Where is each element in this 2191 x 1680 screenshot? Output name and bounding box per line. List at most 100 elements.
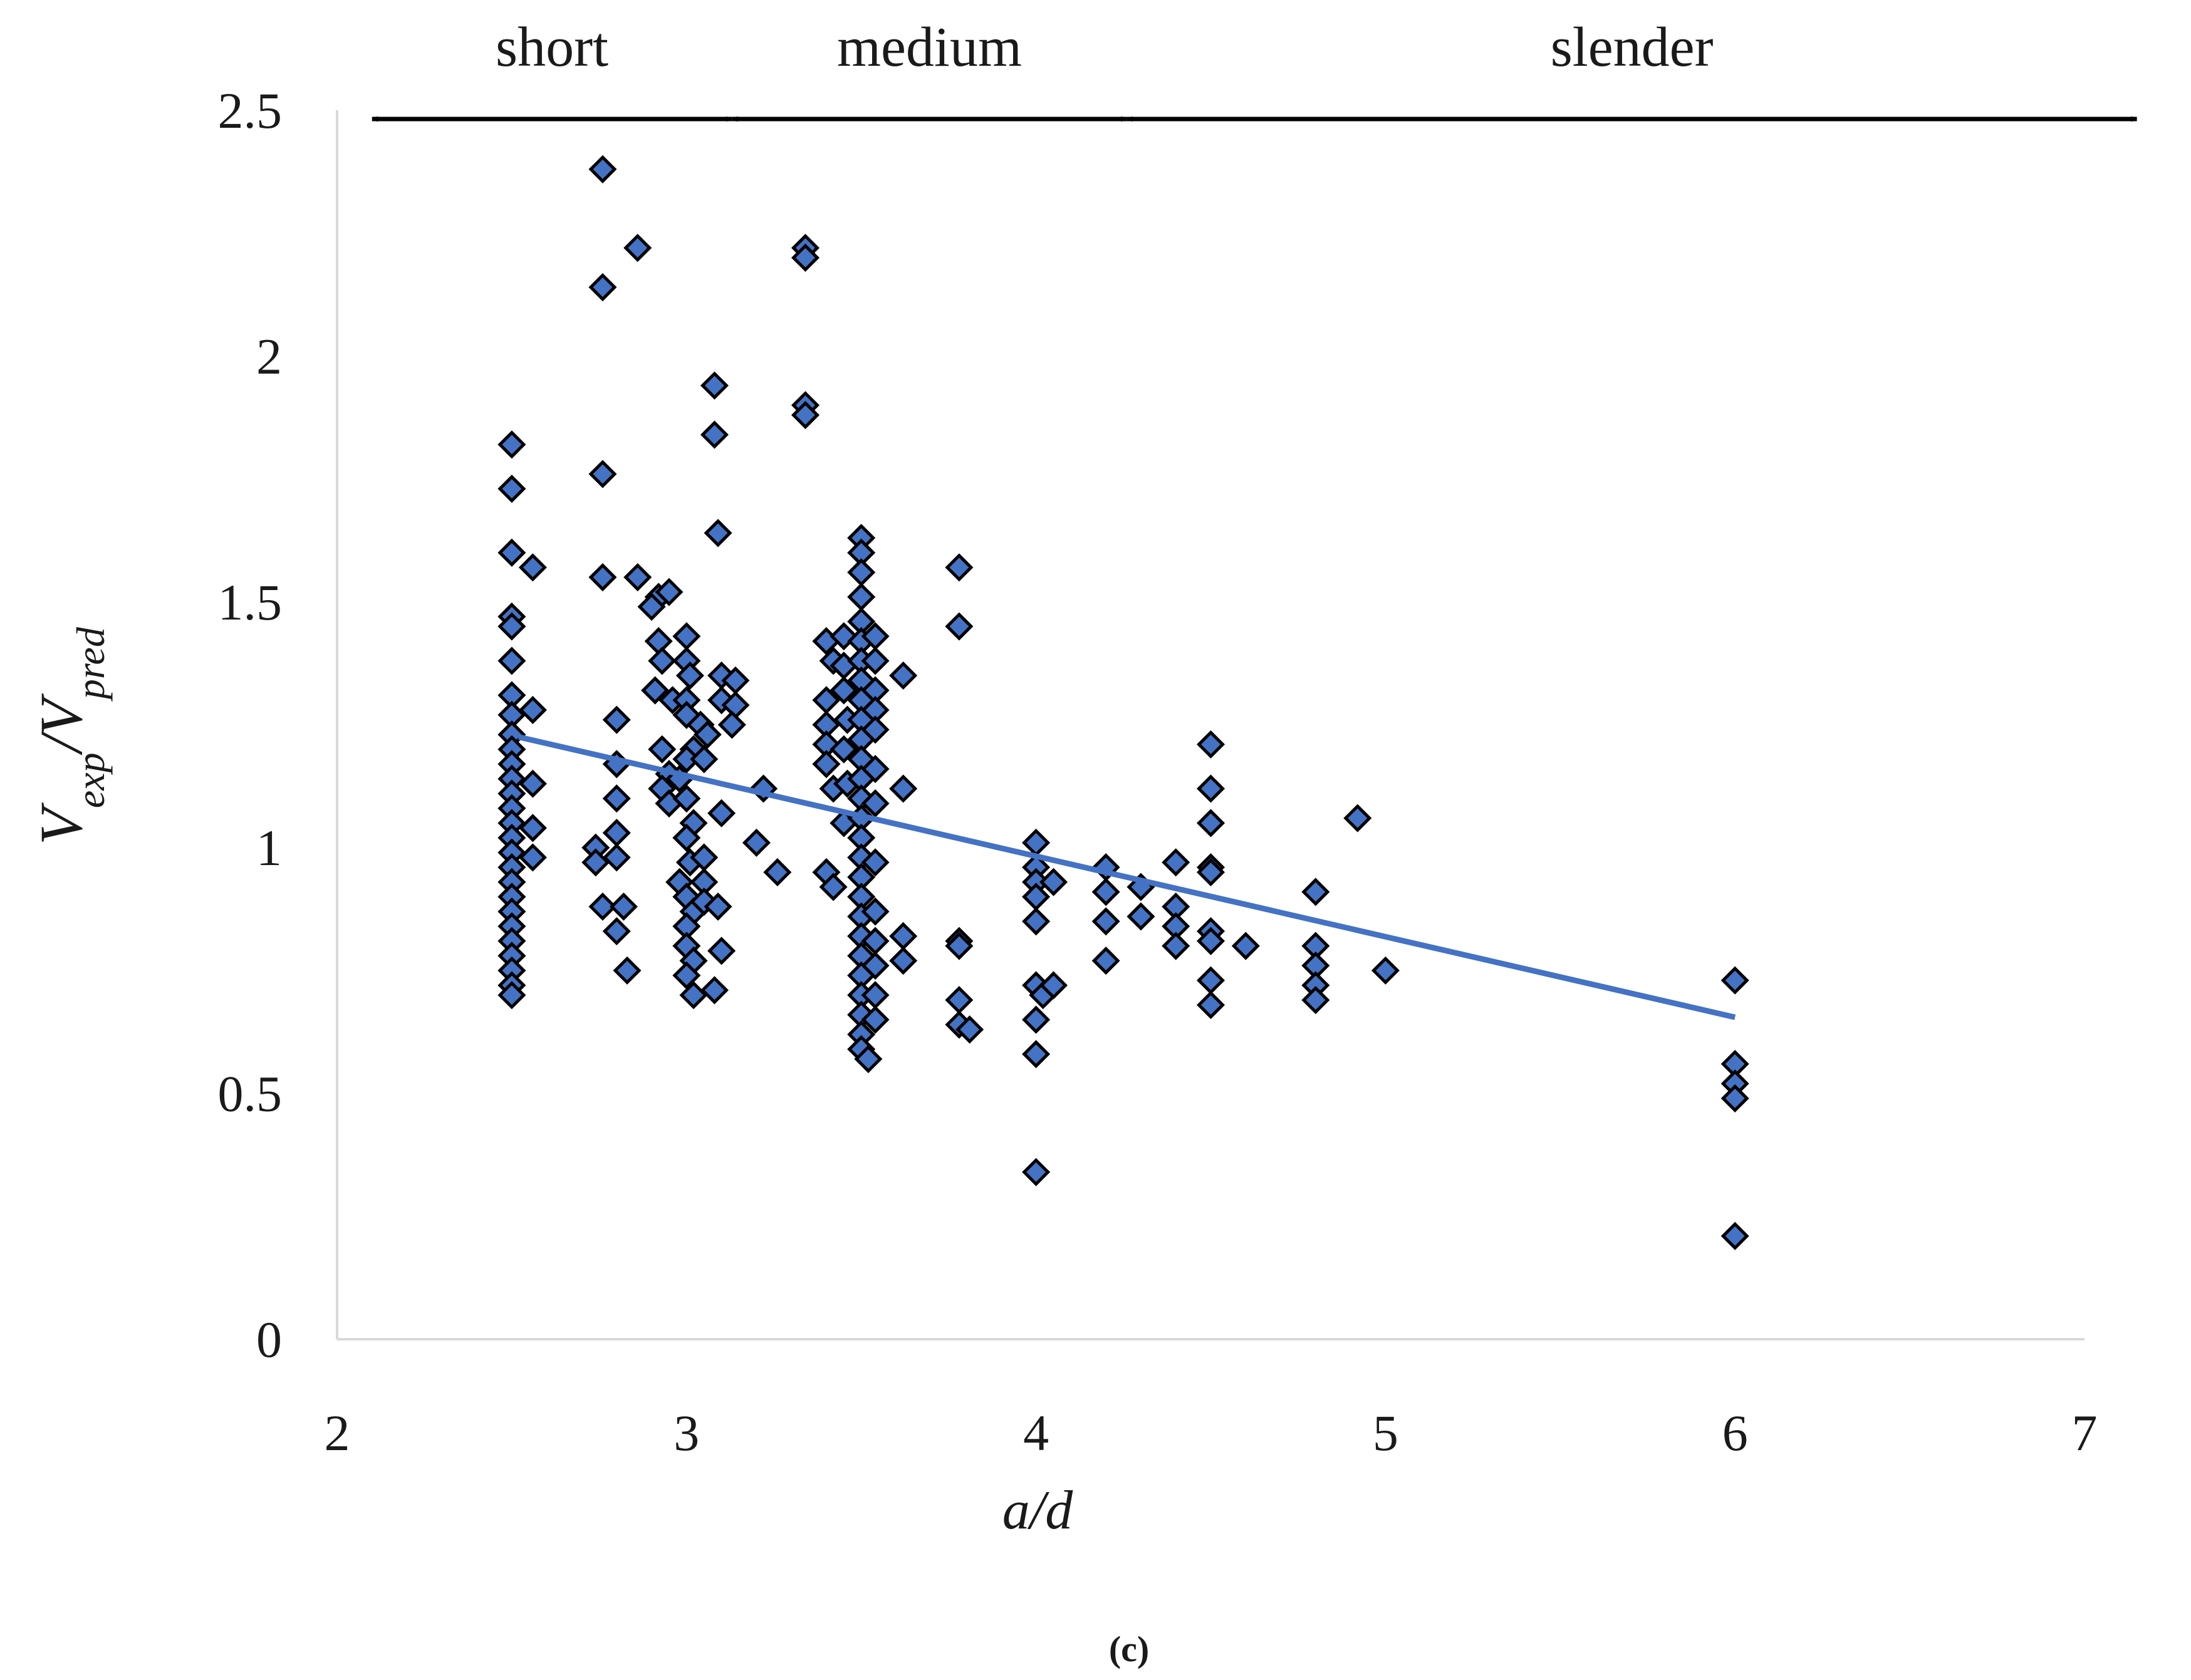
region-label-slender: slender bbox=[1551, 16, 1714, 78]
data-point bbox=[854, 1045, 883, 1074]
data-point bbox=[861, 951, 890, 980]
data-point bbox=[1022, 907, 1051, 936]
data-point bbox=[791, 401, 820, 430]
data-point bbox=[704, 519, 732, 547]
data-point bbox=[1196, 730, 1226, 759]
data-point bbox=[791, 243, 820, 272]
data-point bbox=[1720, 966, 1749, 995]
data-point bbox=[1301, 985, 1330, 1015]
data-point bbox=[700, 420, 729, 449]
data-points bbox=[497, 155, 1749, 1250]
data-point bbox=[588, 563, 617, 592]
data-point bbox=[497, 538, 526, 567]
data-point bbox=[1196, 926, 1226, 955]
data-point bbox=[623, 234, 652, 262]
data-point bbox=[717, 710, 746, 739]
data-point bbox=[704, 892, 732, 921]
x-tick-label: 6 bbox=[1722, 1404, 1748, 1461]
data-point bbox=[672, 961, 701, 990]
data-point bbox=[861, 1005, 890, 1034]
data-point bbox=[602, 843, 631, 872]
data-point bbox=[644, 627, 673, 656]
data-point bbox=[945, 553, 974, 582]
data-point bbox=[1022, 828, 1051, 857]
data-point bbox=[675, 661, 704, 690]
data-point bbox=[830, 622, 858, 651]
data-point bbox=[742, 828, 771, 857]
data-point bbox=[847, 583, 876, 611]
y-tick-label: 2 bbox=[256, 328, 282, 385]
data-point bbox=[609, 892, 638, 921]
data-point bbox=[1343, 804, 1372, 832]
data-point bbox=[1091, 946, 1120, 975]
data-point bbox=[945, 985, 974, 1015]
data-point bbox=[497, 981, 526, 1010]
data-point bbox=[889, 921, 918, 950]
data-point bbox=[637, 593, 666, 621]
data-point bbox=[763, 858, 792, 886]
data-point bbox=[861, 897, 890, 926]
data-point bbox=[1371, 956, 1400, 985]
data-point bbox=[672, 784, 701, 813]
y-label-sub2: pred bbox=[68, 626, 113, 702]
data-point bbox=[861, 646, 890, 675]
data-point bbox=[1196, 774, 1226, 803]
data-point bbox=[497, 646, 526, 675]
data-point bbox=[707, 799, 736, 827]
data-point bbox=[1162, 848, 1190, 877]
data-point bbox=[700, 371, 729, 400]
y-label-base: V bbox=[28, 802, 95, 845]
region-label-short: short bbox=[496, 16, 608, 78]
data-point bbox=[602, 784, 631, 813]
data-point bbox=[602, 705, 631, 734]
data-point bbox=[1091, 878, 1120, 906]
data-point bbox=[641, 676, 670, 705]
data-point bbox=[830, 735, 858, 764]
x-tick-label: 4 bbox=[1023, 1404, 1049, 1461]
x-axis-label: a/d bbox=[1002, 1480, 1073, 1541]
data-point bbox=[889, 946, 918, 975]
data-point bbox=[581, 848, 610, 877]
data-point bbox=[1196, 990, 1226, 1019]
y-label-base2: V bbox=[28, 693, 95, 736]
data-point bbox=[518, 695, 547, 724]
x-tick-label: 2 bbox=[325, 1404, 350, 1461]
data-point bbox=[497, 612, 526, 641]
data-point bbox=[588, 155, 617, 184]
data-point bbox=[1720, 1221, 1749, 1250]
data-point bbox=[1022, 883, 1051, 911]
data-point bbox=[588, 892, 617, 921]
data-point bbox=[602, 917, 631, 946]
data-point bbox=[861, 755, 890, 784]
trendline-group bbox=[518, 734, 1736, 1020]
y-axis-label: Vexp/Vpred bbox=[28, 626, 113, 845]
data-point bbox=[819, 873, 848, 901]
data-point bbox=[812, 750, 841, 779]
data-point bbox=[672, 823, 701, 853]
data-point bbox=[518, 769, 547, 798]
data-point bbox=[497, 430, 526, 459]
data-point bbox=[602, 819, 631, 848]
data-point bbox=[1720, 1084, 1749, 1112]
data-point bbox=[690, 745, 719, 774]
data-point bbox=[518, 553, 547, 582]
data-point bbox=[861, 715, 890, 744]
data-point bbox=[830, 676, 858, 705]
data-point bbox=[889, 774, 918, 803]
data-point bbox=[648, 735, 677, 764]
data-point bbox=[707, 936, 736, 965]
data-point bbox=[945, 612, 974, 641]
x-tick-label: 7 bbox=[2072, 1404, 2098, 1461]
data-point bbox=[945, 931, 974, 960]
tick-labels: 2 3 4 5 6 7 0 0.5 1 1.5 2 2.5 bbox=[218, 82, 2098, 1461]
trendline bbox=[518, 734, 1736, 1020]
data-point bbox=[1196, 966, 1226, 995]
data-point bbox=[648, 646, 677, 675]
y-tick-label: 2.5 bbox=[218, 82, 283, 139]
y-tick-label: 1.5 bbox=[218, 574, 283, 631]
data-point bbox=[1196, 809, 1226, 837]
data-point bbox=[1022, 1158, 1051, 1186]
data-point bbox=[700, 976, 729, 1005]
data-point bbox=[861, 848, 890, 877]
